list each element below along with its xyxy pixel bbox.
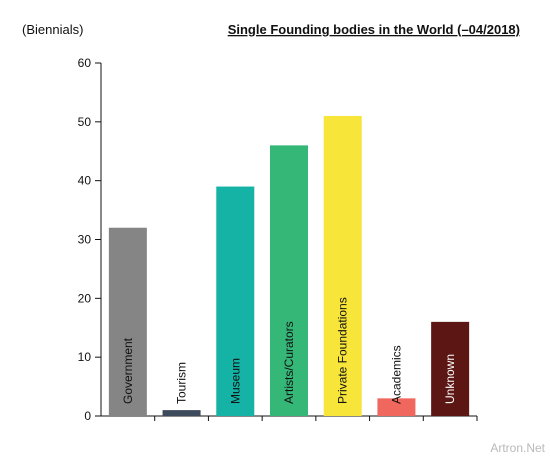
bar bbox=[108, 227, 147, 416]
chart-title: Single Founding bodies in the World (–04… bbox=[228, 22, 520, 37]
category-label: Artists/Curators bbox=[282, 321, 296, 404]
category-label: Unknown bbox=[443, 354, 457, 404]
category-label: Tourism bbox=[175, 362, 189, 404]
bar bbox=[377, 398, 416, 416]
bar bbox=[162, 410, 201, 416]
bar bbox=[270, 145, 308, 416]
category-label: Private Foundations bbox=[336, 297, 350, 404]
category-label: Academics bbox=[389, 345, 403, 404]
watermark-text: Artron.Net bbox=[490, 441, 545, 455]
y-tick-label: 20 bbox=[78, 291, 92, 305]
category-label: Government bbox=[121, 337, 135, 404]
y-tick-label: 10 bbox=[78, 350, 92, 364]
category-label: Museum bbox=[228, 358, 242, 404]
y-tick-label: 40 bbox=[78, 174, 92, 188]
y-tick-label: 50 bbox=[78, 115, 92, 129]
y-tick-label: 60 bbox=[78, 56, 92, 70]
bar bbox=[216, 186, 255, 416]
y-axis-label: (Biennials) bbox=[22, 22, 83, 37]
bar bbox=[323, 115, 362, 416]
y-tick-label: 30 bbox=[78, 233, 92, 247]
y-tick-label: 0 bbox=[84, 409, 91, 423]
bar bbox=[431, 321, 470, 416]
